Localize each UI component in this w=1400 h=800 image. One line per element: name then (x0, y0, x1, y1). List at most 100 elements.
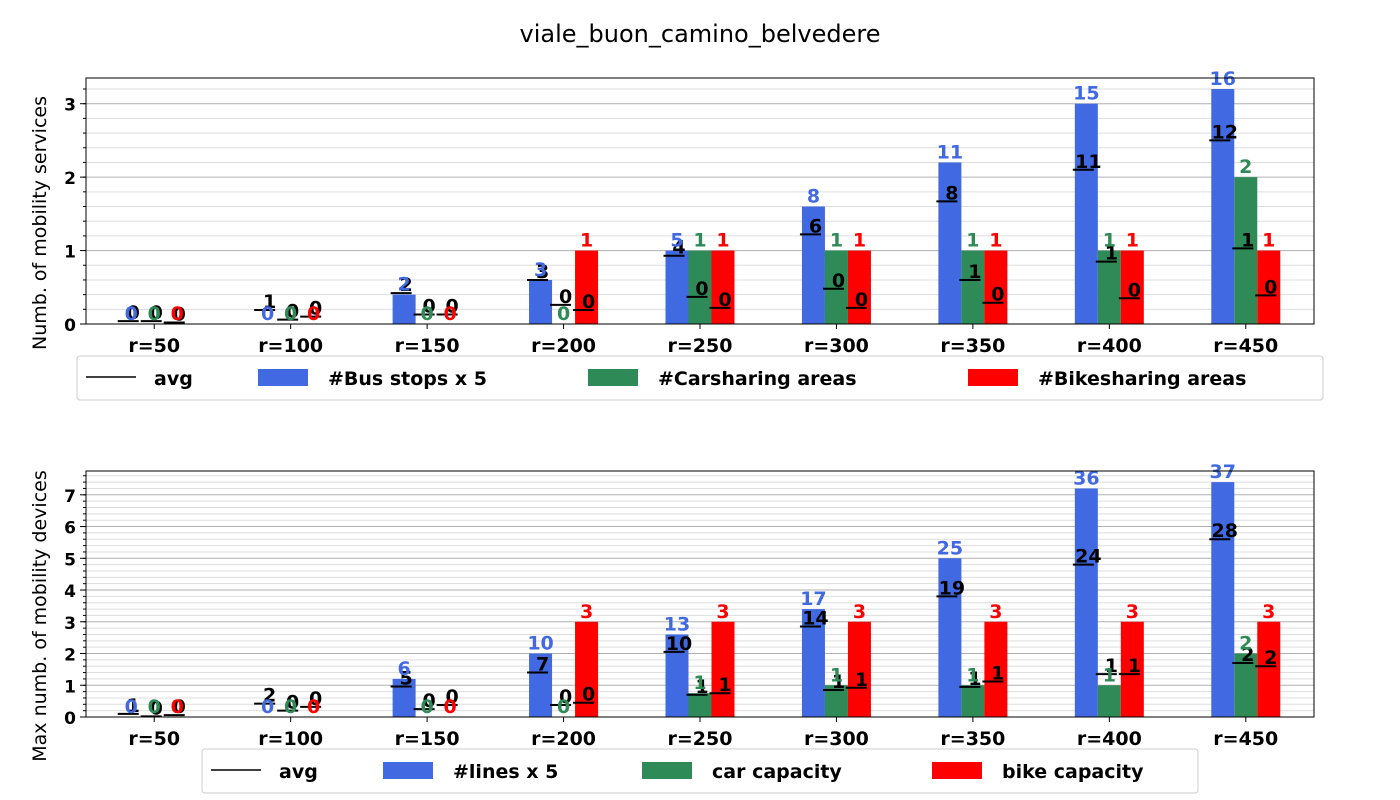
bar-1 (1097, 250, 1121, 324)
avg-label: 0 (695, 278, 708, 300)
bar-2 (711, 621, 735, 717)
value-label: 3 (1126, 601, 1139, 623)
avg-label: 1 (1128, 655, 1141, 677)
bar-0 (392, 294, 416, 324)
avg-label: 1 (832, 671, 845, 693)
value-label: 0 (307, 303, 320, 325)
bar-2 (1257, 250, 1281, 324)
avg-label: 0 (127, 302, 140, 324)
bar-1 (961, 685, 985, 717)
avg-label: 2 (1241, 644, 1254, 666)
value-label: 1 (830, 230, 843, 252)
avg-label: 1 (1105, 243, 1118, 265)
x-tick-label: r=150 (395, 335, 460, 357)
y-tick-label: 0 (64, 709, 76, 729)
avg-label: 0 (582, 291, 595, 313)
x-tick-label: r=300 (804, 335, 869, 357)
value-label: 0 (307, 696, 320, 718)
value-label: 1 (989, 230, 1002, 252)
legend-label: #lines x 5 (453, 761, 558, 783)
y-axis-label: Max numb. of mobility devices (29, 470, 51, 761)
value-label: 0 (420, 303, 433, 325)
value-label: 3 (1262, 601, 1275, 623)
y-tick-label: 6 (64, 519, 76, 539)
value-label: 2 (1239, 633, 1252, 655)
bar-1 (688, 250, 712, 324)
value-label: 1 (693, 230, 706, 252)
value-label: 0 (557, 696, 570, 718)
bar-2 (575, 621, 599, 717)
avg-label: 1 (695, 676, 708, 698)
avg-label: 1 (1241, 229, 1254, 251)
avg-label: 0 (173, 304, 186, 326)
value-label: 13 (664, 613, 690, 635)
x-tick-label: r=350 (940, 335, 1005, 357)
bar-1 (961, 250, 985, 324)
bar-0 (801, 609, 825, 717)
avg-label: 1 (968, 261, 981, 283)
value-label: 6 (397, 658, 410, 680)
bar-2 (711, 250, 735, 324)
bar-2 (575, 250, 599, 324)
x-tick-label: r=100 (258, 335, 323, 357)
bar-1 (1234, 653, 1258, 717)
x-tick-label: r=350 (940, 728, 1005, 750)
avg-label: 10 (666, 633, 692, 655)
x-tick-label: r=400 (1077, 335, 1142, 357)
bar-0 (938, 162, 962, 324)
y-tick-label: 1 (64, 677, 76, 697)
avg-label: 0 (445, 686, 458, 708)
avg-label: 0 (559, 686, 572, 708)
value-label: 16 (1210, 68, 1236, 90)
bar-0 (801, 206, 825, 324)
value-label: 15 (1073, 83, 1099, 105)
bar-0 (529, 653, 553, 717)
avg-label: 2 (399, 274, 412, 296)
bar-2 (1257, 621, 1281, 717)
value-label: 2 (397, 274, 410, 296)
y-tick-label: 7 (64, 487, 76, 507)
legend-label: avg (279, 761, 318, 783)
avg-label: 1 (991, 662, 1004, 684)
value-label: 17 (800, 588, 826, 610)
avg-label: 12 (1212, 121, 1238, 143)
avg-label: 0 (150, 697, 163, 719)
avg-label: 0 (832, 270, 845, 292)
avg-label: 0 (1128, 279, 1141, 301)
avg-label: 0 (309, 688, 322, 710)
y-tick-label: 3 (64, 614, 76, 634)
avg-label: 0 (422, 295, 435, 317)
avg-label: 0 (1264, 276, 1277, 298)
value-label: 0 (148, 696, 161, 718)
legend-swatch (258, 369, 308, 386)
value-label: 1 (853, 230, 866, 252)
avg-label: 0 (309, 298, 322, 320)
avg-label: 0 (991, 284, 1004, 306)
avg-label: 24 (1075, 546, 1101, 568)
x-tick-label: r=200 (531, 728, 596, 750)
avg-label: 0 (718, 289, 731, 311)
x-tick-label: r=400 (1077, 728, 1142, 750)
value-label: 3 (989, 601, 1002, 623)
value-label: 0 (261, 303, 274, 325)
bar-1 (688, 693, 712, 717)
bar-1 (824, 250, 848, 324)
avg-label: 19 (939, 577, 965, 599)
value-label: 0 (420, 696, 433, 718)
avg-label: 4 (672, 237, 685, 259)
value-label: 36 (1073, 467, 1099, 489)
bar-1 (824, 685, 848, 717)
value-label: 8 (807, 186, 820, 208)
bar-0 (1074, 103, 1098, 324)
legend-label: #Bus stops x 5 (328, 368, 487, 390)
avg-label: 1 (263, 291, 276, 313)
value-label: 1 (966, 664, 979, 686)
value-label: 1 (1262, 230, 1275, 252)
value-label: 0 (443, 696, 456, 718)
value-label: 0 (443, 303, 456, 325)
bar-0 (665, 250, 689, 324)
value-label: 0 (557, 303, 570, 325)
value-label: 25 (937, 537, 963, 559)
x-tick-label: r=300 (804, 728, 869, 750)
avg-label: 1 (1105, 655, 1118, 677)
